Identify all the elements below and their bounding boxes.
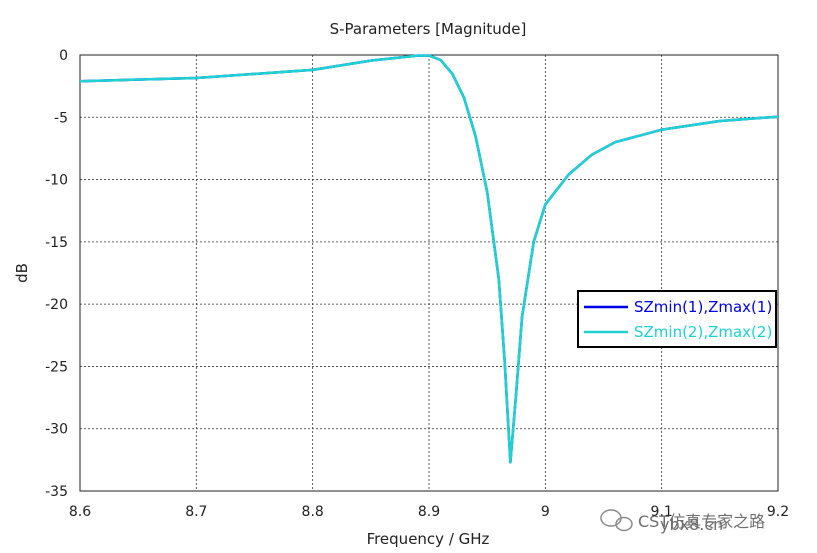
y-tick-label: -10: [45, 173, 68, 189]
watermark: CST仿真专家之路 ybx8.cn: [600, 509, 765, 534]
x-tick-label: 9: [541, 504, 550, 520]
y-tick-label: -30: [45, 422, 68, 438]
x-tick-label: 9.1: [651, 504, 673, 520]
x-tick-label: 8.7: [185, 504, 207, 520]
watermark-overlay-text: CST仿真专家之路: [638, 512, 765, 531]
x-axis-label: Frequency / GHz: [367, 530, 490, 548]
chart-title: S-Parameters [Magnitude]: [330, 20, 527, 38]
x-tick-label: 8.9: [418, 504, 440, 520]
y-tick-label: -20: [45, 297, 68, 313]
y-tick-label: -15: [45, 235, 68, 251]
y-tick-label: 0: [59, 48, 68, 64]
x-tick-label: 8.6: [69, 504, 91, 520]
y-tick-label: -25: [45, 359, 68, 375]
x-tick-label: 9.2: [767, 504, 789, 520]
y-axis-ticks: 0 -5 -10 -15 -20 -25 -30 -35: [45, 48, 68, 500]
series-lines: [79, 54, 779, 464]
legend-box: [577, 290, 777, 348]
legend-label-series-2: SZmin(2),Zmax(2): [634, 323, 772, 341]
series-line-2: [79, 54, 779, 464]
x-tick-label: 8.8: [302, 504, 324, 520]
legend-label-series-1: SZmin(1),Zmax(1): [634, 298, 772, 316]
x-axis-ticks: 8.6 8.7 8.8 8.9 9 9.1 9.2: [69, 504, 789, 520]
legend: SZmin(1),Zmax(1) SZmin(2),Zmax(2): [577, 290, 777, 348]
y-axis-label: dB: [13, 263, 31, 283]
y-tick-label: -5: [54, 110, 68, 126]
wechat-icon: [600, 509, 633, 532]
watermark-site-text: ybx8.cn: [660, 515, 723, 534]
grid: [80, 55, 778, 491]
y-tick-label: -35: [45, 484, 68, 500]
